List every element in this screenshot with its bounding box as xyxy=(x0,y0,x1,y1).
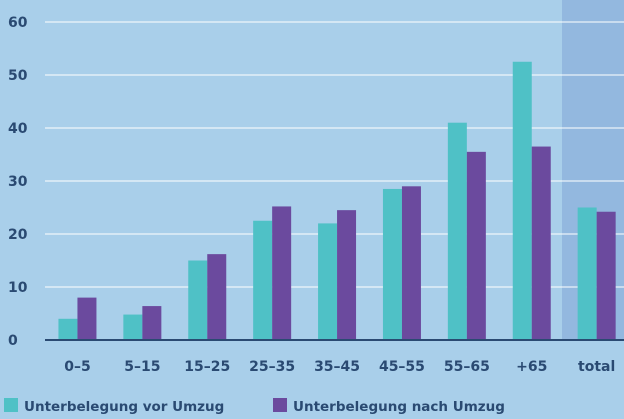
y-tick-label: 50 xyxy=(8,68,28,84)
y-tick-labels: 0 10 20 30 40 50 60 xyxy=(8,15,28,349)
bar xyxy=(466,151,486,340)
x-tick-label: 5–15 xyxy=(124,359,160,375)
bar xyxy=(77,297,97,340)
bar xyxy=(382,188,402,340)
bar xyxy=(318,223,338,340)
bar xyxy=(531,146,551,340)
y-tick-label: 0 xyxy=(8,333,18,349)
x-tick-label: total xyxy=(578,359,615,375)
y-tick-label: 10 xyxy=(8,280,28,296)
bar xyxy=(253,220,273,340)
bar xyxy=(188,260,208,340)
bar xyxy=(447,122,467,340)
bar xyxy=(401,186,421,340)
y-tick-label: 30 xyxy=(8,174,28,190)
x-tick-label: 0–5 xyxy=(64,359,90,375)
x-tick-labels: 0–5 5–15 15–25 25–35 35–45 45–55 55–65 +65 total xyxy=(64,359,615,375)
bar xyxy=(337,210,357,340)
y-tick-label: 40 xyxy=(8,121,28,137)
legend-label: Unterbelegung vor Umzug xyxy=(24,399,224,415)
x-tick-label: 45–55 xyxy=(379,359,425,375)
bar xyxy=(142,306,162,340)
bar xyxy=(58,318,78,340)
bar-layer xyxy=(58,61,616,340)
x-tick-label: +65 xyxy=(516,359,547,375)
bar xyxy=(577,207,597,340)
bar xyxy=(512,61,532,340)
legend-label: Unterbelegung nach Umzug xyxy=(293,399,505,415)
bar xyxy=(272,206,292,340)
bar xyxy=(123,314,143,340)
bar xyxy=(207,254,227,340)
x-tick-label: 35–45 xyxy=(314,359,360,375)
y-tick-label: 20 xyxy=(8,227,28,243)
bar xyxy=(596,211,616,340)
x-tick-label: 55–65 xyxy=(444,359,490,375)
y-tick-label: 60 xyxy=(8,15,28,31)
x-tick-label: 25–35 xyxy=(249,359,295,375)
legend-swatch xyxy=(4,398,18,412)
legend-swatch xyxy=(273,398,287,412)
x-tick-label: 15–25 xyxy=(184,359,230,375)
legend: Unterbelegung vor Umzug Unterbelegung nac… xyxy=(4,398,505,415)
